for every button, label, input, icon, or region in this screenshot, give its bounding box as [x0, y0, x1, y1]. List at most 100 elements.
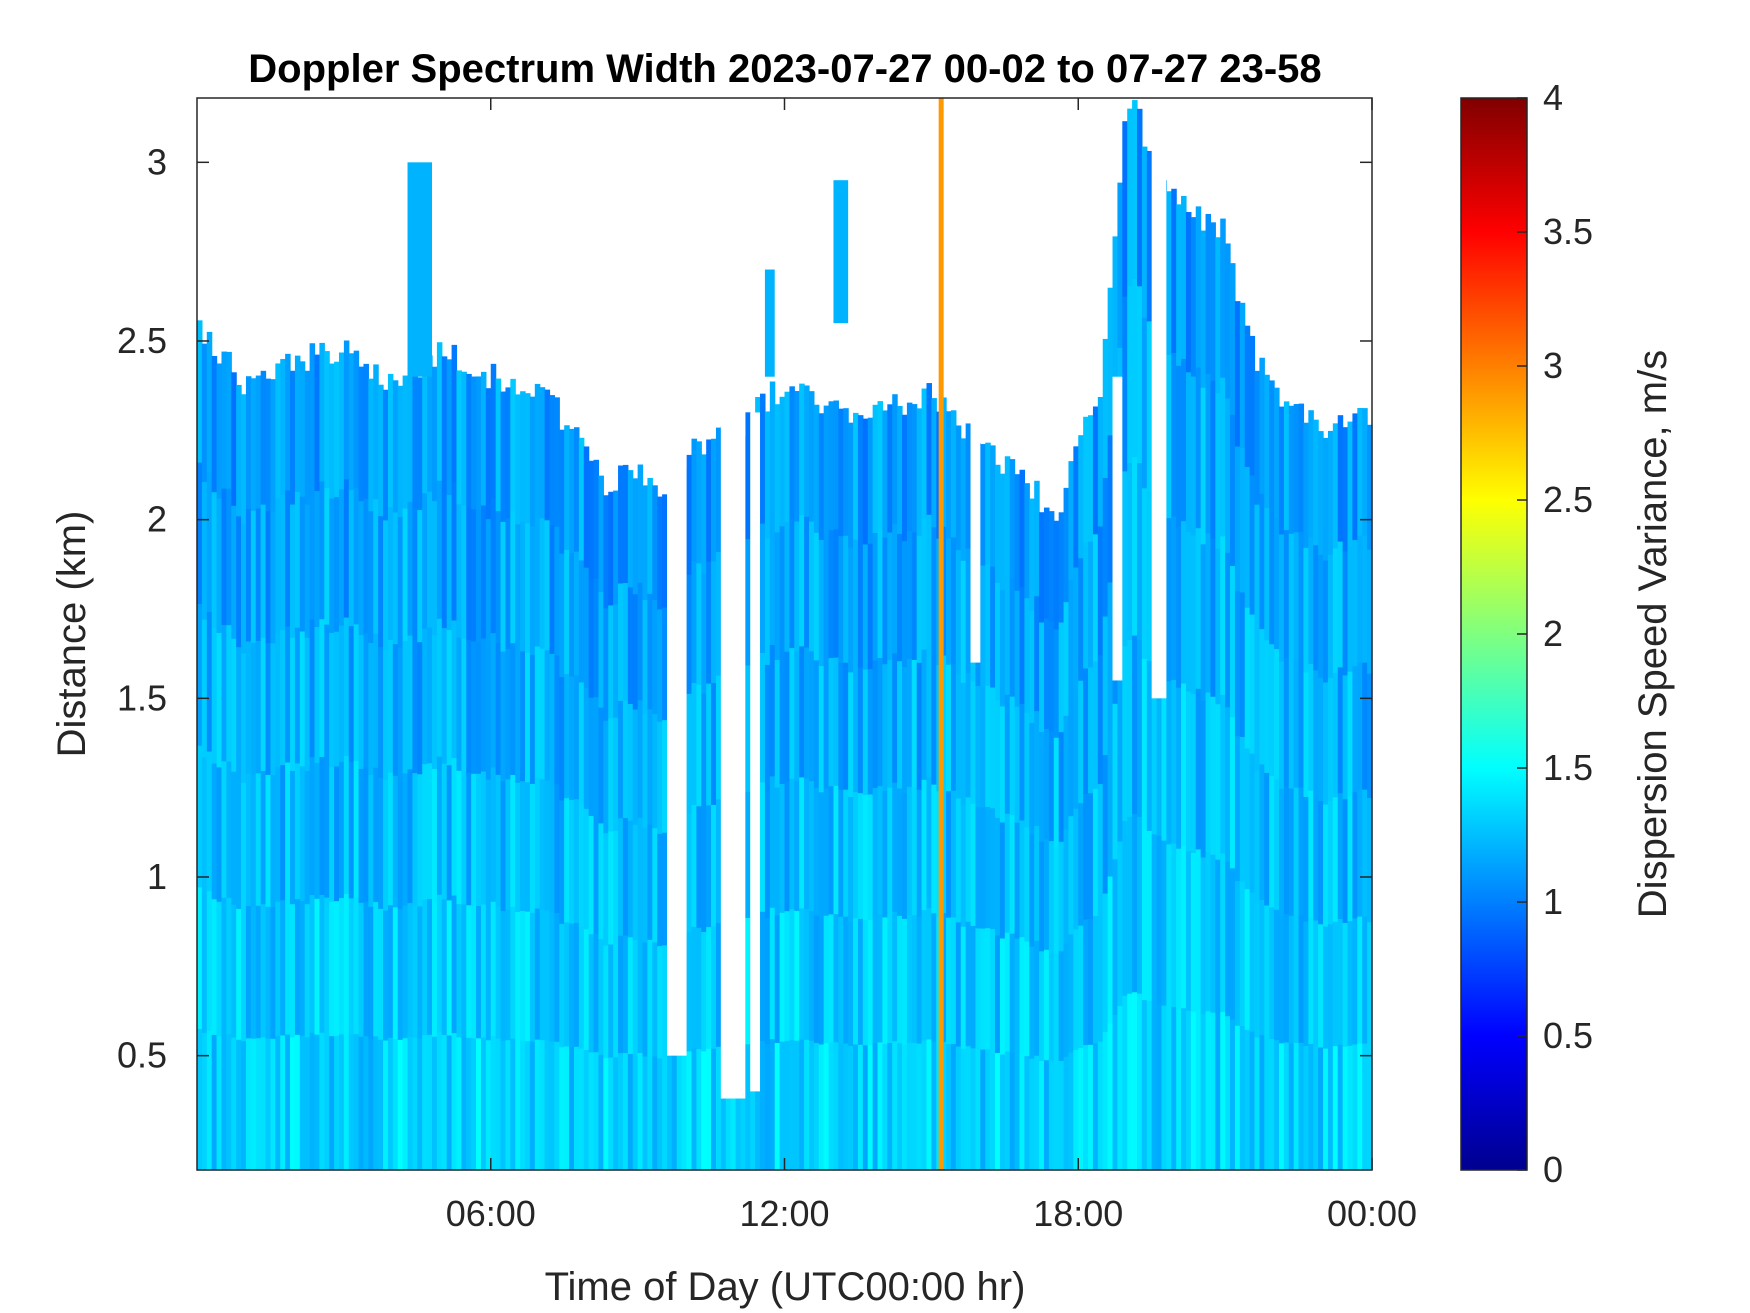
heatmap-cell [1029, 498, 1035, 612]
heatmap-cell [1146, 1000, 1153, 1171]
heatmap-cell [510, 774, 516, 907]
heatmap-cell [1009, 814, 1016, 934]
heatmap-cell [427, 355, 433, 492]
heatmap-cell [1117, 1005, 1123, 1171]
heatmap-cell [373, 901, 379, 1037]
heatmap-cell [872, 404, 879, 533]
heatmap-cell [525, 911, 531, 1042]
heatmap-cell [804, 516, 810, 648]
heatmap-cell [598, 938, 604, 1055]
heatmap-cell [857, 415, 864, 542]
heatmap-cell [510, 378, 516, 512]
heatmap-cell [1337, 540, 1344, 668]
heatmap-cell [1327, 800, 1334, 925]
heatmap-cell [1220, 535, 1226, 695]
heatmap-cell [397, 777, 404, 910]
heatmap-cell [1210, 222, 1216, 381]
heatmap-cell [1264, 639, 1270, 773]
heatmap-cell [926, 645, 932, 778]
heatmap-cell [436, 480, 443, 619]
heatmap-cell [250, 510, 257, 643]
heatmap-cell [813, 404, 820, 533]
heatmap-cell [1073, 446, 1079, 568]
heatmap-cell [343, 340, 350, 480]
heatmap-cell [1132, 100, 1138, 279]
heatmap-cell [1107, 581, 1114, 730]
heatmap-cell [1283, 657, 1290, 787]
heatmap-cell [1274, 1039, 1280, 1171]
heatmap-cell [373, 1035, 379, 1171]
heatmap-cell [1342, 922, 1349, 1047]
heatmap-cell [877, 785, 884, 915]
heatmap-cell [715, 675, 722, 800]
heatmap-cell [950, 1043, 957, 1171]
heatmap-cell [760, 652, 766, 783]
heatmap-cell [490, 901, 497, 1037]
heatmap-cell [769, 1038, 776, 1171]
heatmap-cell [1053, 1061, 1060, 1171]
heatmap-cell [1274, 518, 1280, 650]
heatmap-cell [299, 1035, 306, 1171]
heatmap-cell [730, 1048, 737, 1171]
heatmap-cell [715, 551, 722, 676]
heatmap-cell [1220, 218, 1226, 378]
heatmap-cell [1347, 920, 1354, 1046]
heatmap-cell [422, 763, 428, 900]
heatmap-cell [975, 1048, 981, 1171]
heatmap-cell [902, 540, 908, 668]
heatmap-cell [324, 624, 330, 762]
heatmap-cell [534, 776, 541, 909]
heatmap-cell [383, 779, 389, 911]
heatmap-cell [559, 1046, 565, 1171]
heatmap-cell [515, 1040, 521, 1171]
heatmap-cell [911, 659, 918, 788]
heatmap-cell [1088, 666, 1094, 794]
heatmap-cell [745, 538, 751, 666]
heatmap-cell [711, 804, 717, 927]
heatmap-cell [1342, 674, 1349, 800]
heatmap-cell [1048, 730, 1055, 842]
heatmap-cell [578, 925, 585, 1049]
heatmap-cell [632, 708, 639, 825]
heatmap-cell [931, 398, 937, 528]
heatmap-cell [1200, 230, 1207, 388]
heatmap-cell [1264, 507, 1270, 641]
heatmap-cell [363, 1035, 369, 1171]
heatmap-cell [1185, 212, 1192, 373]
heatmap-cell [338, 897, 345, 1035]
heatmap-cell [1210, 380, 1216, 539]
heatmap-cell [950, 410, 957, 538]
heatmap-cell [1342, 550, 1349, 676]
heatmap-cell [348, 1033, 355, 1171]
heatmap-cell [774, 1042, 781, 1171]
heatmap-cell [1039, 621, 1045, 733]
heatmap-cell [706, 804, 712, 928]
heatmap-cell [461, 504, 467, 639]
heatmap-cell [515, 523, 521, 654]
heatmap-cell [1362, 535, 1368, 663]
heatmap-cell [250, 774, 257, 907]
heatmap-cell [290, 370, 296, 505]
heatmap-cell [500, 391, 507, 522]
heatmap-cell [784, 391, 790, 523]
heatmap-cell [1058, 1060, 1065, 1171]
heatmap-cell [1190, 534, 1197, 695]
heatmap-cell [1347, 795, 1354, 922]
heatmap-cell [1181, 845, 1187, 1009]
heatmap-cell [1181, 195, 1187, 359]
heatmap-cell [627, 820, 634, 938]
heatmap-cell [1073, 928, 1079, 1050]
heatmap-cell [363, 363, 369, 499]
heatmap-cell [309, 618, 316, 758]
heatmap-cell [569, 675, 575, 801]
heatmap-cell [319, 894, 325, 1033]
heatmap-cell [417, 1037, 423, 1171]
heatmap-cell [358, 366, 365, 502]
heatmap-cell [1234, 301, 1241, 447]
heatmap-cell [304, 504, 311, 638]
heatmap-cell [534, 907, 541, 1040]
heatmap-cell [794, 910, 800, 1041]
heatmap-cell [446, 359, 453, 496]
heatmap-cell [1127, 285, 1133, 464]
heatmap-cell [216, 901, 223, 1037]
